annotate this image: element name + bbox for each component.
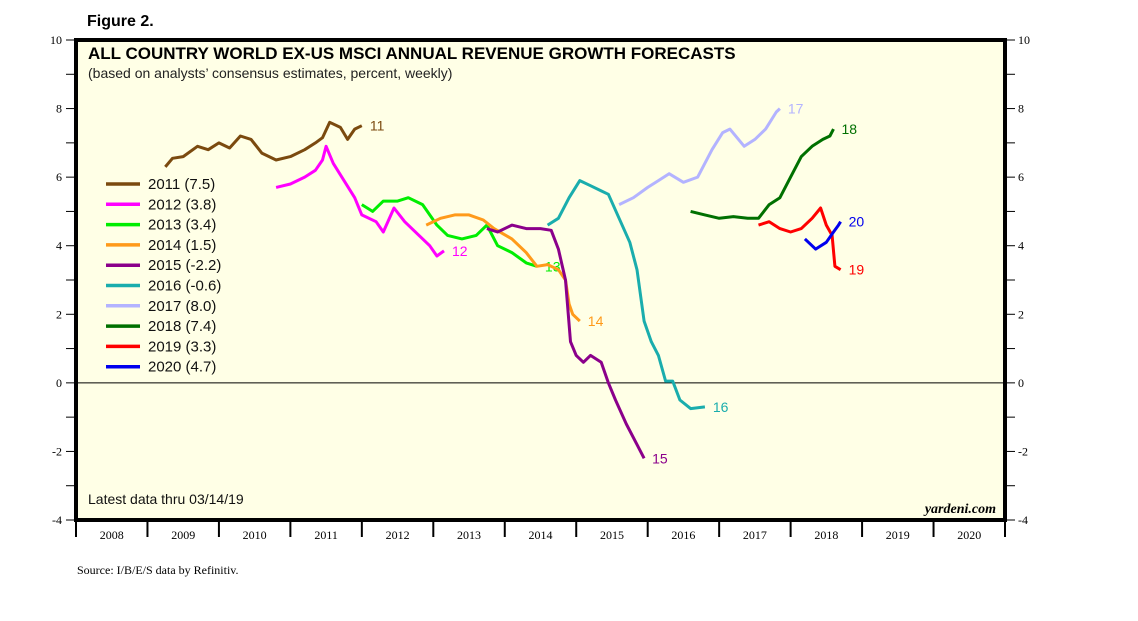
y-axes: 10 108 86 64 42 20 0-2 -2-4 -4 (50, 33, 1030, 527)
x-tick-label: 2008 (100, 528, 124, 542)
plot-area (74, 38, 1007, 522)
legend-label-17: 2017 (8.0) (148, 298, 216, 315)
x-tick-label: 2013 (457, 528, 481, 542)
y-tick-label-right: -2 (1018, 444, 1028, 458)
latest-data-note: Latest data thru 03/14/19 (88, 491, 244, 507)
x-tick-label: 2019 (886, 528, 910, 542)
x-tick-label: 2015 (600, 528, 624, 542)
chart-title: ALL COUNTRY WORLD EX-US MSCI ANNUAL REVE… (88, 44, 736, 63)
x-tick-label: 2017 (743, 528, 767, 542)
series-end-label-11: 11 (370, 118, 385, 134)
brand-watermark: yardeni.com (923, 502, 996, 517)
series-line-11 (164, 120, 363, 168)
y-tick-label-left: -2 (52, 444, 62, 458)
series-line-15 (486, 223, 646, 459)
series-line-19 (758, 206, 842, 271)
x-tick-label: 2011 (314, 528, 338, 542)
legend-label-14: 2014 (1.5) (148, 237, 216, 254)
legend-label-15: 2015 (-2.2) (148, 257, 221, 274)
legend-label-16: 2016 (-0.6) (148, 278, 221, 295)
y-tick-label-left: 0 (56, 376, 62, 390)
series-end-label-12: 12 (452, 243, 468, 259)
legend-label-13: 2013 (3.4) (148, 217, 216, 234)
x-axis: 2008 2009 2010 2011 2012 2013 2014 2015 2016 2017… (75, 520, 1006, 542)
series-line-17 (618, 107, 781, 206)
series-end-label-19: 19 (849, 262, 865, 278)
legend: 2011 (7.5) 2012 (3.8) 2013 (3.4) 2014 (1.5)… (106, 176, 221, 376)
y-tick-label-left: 6 (56, 170, 62, 184)
y-tick-label-left: 8 (56, 102, 62, 116)
y-tick-label-left: 2 (56, 307, 62, 321)
y-tick-label-right: 8 (1018, 102, 1024, 116)
series-line-16 (546, 179, 706, 411)
y-tick-label-left: 10 (50, 33, 62, 47)
series-end-label-17: 17 (788, 101, 804, 117)
series-end-label-16: 16 (713, 399, 729, 415)
y-tick-label-right: 6 (1018, 170, 1024, 184)
series-line-12 (275, 144, 445, 258)
legend-label-20: 2020 (4.7) (148, 359, 216, 376)
chart-subtitle: (based on analysts’ consensus estimates,… (88, 65, 452, 81)
series-end-label-14: 14 (588, 313, 604, 329)
y-tick-label-right: 10 (1018, 33, 1030, 47)
x-tick-label: 2020 (957, 528, 981, 542)
series-end-label-18: 18 (841, 121, 857, 137)
legend-label-19: 2019 (3.3) (148, 338, 216, 355)
x-tick-label: 2009 (171, 528, 195, 542)
y-tick-label-right: 4 (1018, 239, 1024, 253)
series-end-label-20: 20 (849, 214, 865, 230)
series-line-18 (690, 128, 835, 220)
legend-label-11: 2011 (7.5) (148, 176, 215, 193)
figure-label: Figure 2. (87, 13, 154, 30)
y-tick-label-left: -4 (52, 513, 62, 527)
x-tick-label: 2018 (814, 528, 838, 542)
x-tick-label: 2012 (386, 528, 410, 542)
y-tick-label-left: 4 (56, 239, 62, 253)
legend-label-18: 2018 (7.4) (148, 318, 216, 335)
x-tick-label: 2016 (671, 528, 695, 542)
legend-label-12: 2012 (3.8) (148, 196, 216, 213)
y-tick-label-right: -4 (1018, 513, 1028, 527)
y-tick-label-right: 0 (1018, 376, 1024, 390)
series-end-label-15: 15 (652, 450, 668, 466)
x-tick-label: 2014 (529, 528, 553, 542)
y-tick-label-right: 2 (1018, 307, 1024, 321)
source-note: Source: I/B/E/S data by Refinitiv. (77, 563, 239, 577)
series-line-20 (803, 220, 842, 251)
series-line-13 (361, 196, 538, 268)
x-tick-label: 2010 (243, 528, 267, 542)
